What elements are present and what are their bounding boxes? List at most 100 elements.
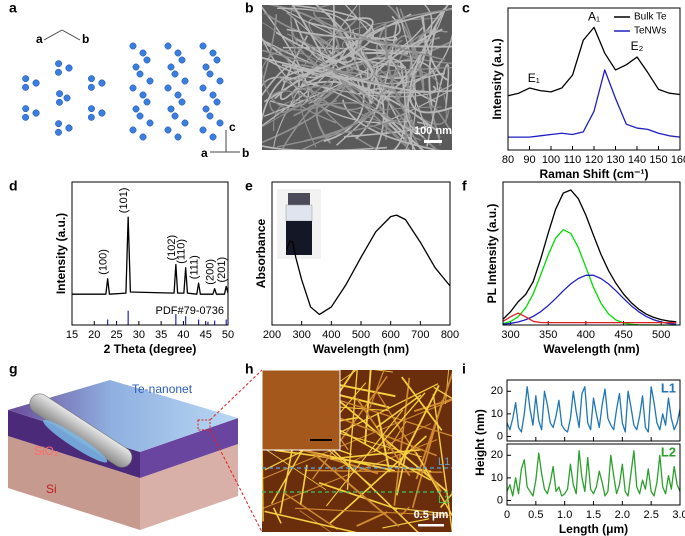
x-tick-label: 1.5 [586,509,601,521]
nanowire [262,69,385,122]
atom [63,94,71,102]
nanowire [367,28,443,105]
nanowire [263,26,424,117]
nanonet-label: Te-nanonet [132,382,193,396]
x-tick-label: 300 [501,329,519,341]
atom [206,70,214,78]
x-tick-label: 90 [523,154,535,166]
atom [143,56,151,64]
y-tick-label: 10 [491,472,503,484]
atom [32,109,40,117]
panel-label: e [245,178,253,194]
x-tick-label: 0 [504,509,510,521]
data-line [502,189,677,323]
nanowire [302,38,405,124]
atom [22,75,30,83]
nanowire [386,5,426,95]
atom [98,79,106,87]
afm-image: L1 L2 0.5 μm [262,370,452,532]
atom [22,113,30,121]
x-tick-label: 15 [66,329,78,341]
nanowire [269,72,338,114]
x-tick-label: 800 [441,329,459,341]
nanowire [432,394,452,532]
zoom-box [197,419,211,431]
data-line [72,216,229,295]
nanowire [411,399,444,509]
zoom-line [209,369,263,421]
x-tick-label: 50 [222,329,234,341]
atom [181,119,189,127]
nanowire [263,17,374,103]
nanonet-top [8,380,238,452]
atom [132,105,140,113]
atom [88,105,95,113]
atom [171,70,179,78]
nanowire [405,89,424,138]
panel-label: i [462,361,466,377]
x-tick-label: 700 [411,329,429,341]
nanowire [262,64,338,111]
atom [129,42,137,50]
nanowire [315,36,440,144]
nanowire [318,482,398,510]
panel-label: d [9,178,18,194]
atom [136,112,144,120]
axis-label: a [36,32,43,46]
x-tick-label: 25 [110,329,122,341]
x-tick-label: 45 [200,329,212,341]
atom [65,64,73,72]
nanowire [401,376,443,431]
y-tick-label: 20 [491,385,503,397]
profile-label: L1 [438,456,450,468]
legend-label: TeNWs [634,26,666,37]
x-tick-label: 400 [577,329,595,341]
x-tick-label: 200 [263,329,281,341]
scale-bar-label: 0.5 μm [414,509,449,521]
x-tick-label: 300 [292,329,310,341]
nanowire [405,29,435,146]
atom [213,56,221,64]
atom [202,105,210,113]
reference-label: PDF#79-0736 [156,305,225,317]
atom [181,77,189,85]
x-tick-label: 450 [614,329,632,341]
nanowire [264,383,439,471]
si-face [140,444,238,530]
axis-arrow [61,29,81,41]
nanowire [384,25,439,150]
atom [206,112,214,120]
y-axis-label: Height (nm) [473,409,487,476]
nanowire [282,5,375,83]
sem-image: 100 nm [262,5,452,150]
plot-frame [506,379,681,442]
x-tick-label: 2.0 [615,509,630,521]
x-axis-label: 2 Theta (degree) [104,342,197,356]
zoom-line [209,429,263,533]
axis-label: c [229,120,236,134]
peak-label: A₁ [588,10,600,24]
peak-label: E₁ [528,71,540,85]
atom [199,42,207,50]
x-tick-label: 500 [652,329,670,341]
x-tick-label: 500 [352,329,370,341]
nanowire [369,370,385,409]
atom [164,84,172,92]
atom [136,70,144,78]
nanowire [444,370,450,405]
x-tick-label: 0.5 [528,509,543,521]
data-line [507,26,681,97]
atom [98,109,106,117]
axis-arrow [43,29,63,41]
nanowire [382,148,409,150]
atom [55,128,62,136]
plot-frame [71,181,229,326]
vial-liquid [286,221,312,255]
atom [199,84,207,92]
atom [174,91,182,99]
atom [55,60,63,68]
plot-frame [507,7,681,151]
vial-photo [277,189,321,259]
